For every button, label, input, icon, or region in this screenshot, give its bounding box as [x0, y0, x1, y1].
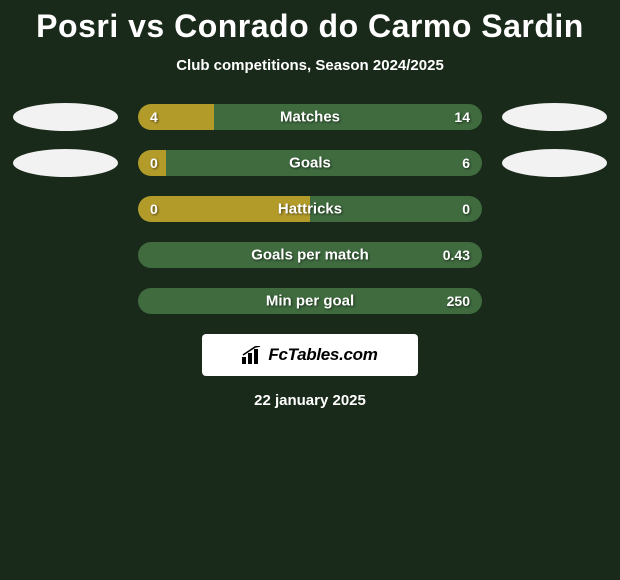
left-team-oval	[13, 149, 118, 177]
stat-label: Hattricks	[278, 201, 342, 218]
page-subtitle: Club competitions, Season 2024/2025	[0, 57, 620, 74]
stat-label: Min per goal	[266, 293, 354, 310]
stat-row: 4 Matches 14	[0, 104, 620, 130]
stat-right-value: 0.43	[443, 247, 470, 263]
stat-label: Goals per match	[251, 247, 369, 264]
stat-bar: 4 Matches 14	[138, 104, 482, 130]
right-team-oval	[502, 149, 607, 177]
stat-left-value: 4	[150, 109, 158, 125]
stat-right-value: 14	[454, 109, 470, 125]
stat-rows: 4 Matches 14 0 Goals 6 0 Hattricks 0 Goals per ma…	[0, 104, 620, 314]
stat-bar: 0 Goals 6	[138, 150, 482, 176]
page-title: Posri vs Conrado do Carmo Sardin	[0, 8, 620, 45]
stat-left-value: 0	[150, 155, 158, 171]
snapshot-date: 22 january 2025	[0, 392, 620, 409]
stat-bar: Goals per match 0.43	[138, 242, 482, 268]
brand-badge: FcTables.com	[202, 334, 418, 376]
stat-right-value: 0	[462, 201, 470, 217]
stat-right-value: 250	[447, 293, 470, 309]
stat-label: Goals	[289, 155, 331, 172]
stat-right-value: 6	[462, 155, 470, 171]
stat-row: 0 Goals 6	[0, 150, 620, 176]
brand-text: FcTables.com	[268, 345, 377, 365]
stat-row: 0 Hattricks 0	[0, 196, 620, 222]
stat-row: Goals per match 0.43	[0, 242, 620, 268]
bar-chart-icon	[242, 346, 262, 364]
right-team-oval	[502, 103, 607, 131]
stat-bar: 0 Hattricks 0	[138, 196, 482, 222]
stat-left-value: 0	[150, 201, 158, 217]
left-team-oval	[13, 103, 118, 131]
chart-container: Posri vs Conrado do Carmo Sardin Club co…	[0, 0, 620, 409]
stat-label: Matches	[280, 109, 340, 126]
stat-row: Min per goal 250	[0, 288, 620, 314]
stat-bar: Min per goal 250	[138, 288, 482, 314]
